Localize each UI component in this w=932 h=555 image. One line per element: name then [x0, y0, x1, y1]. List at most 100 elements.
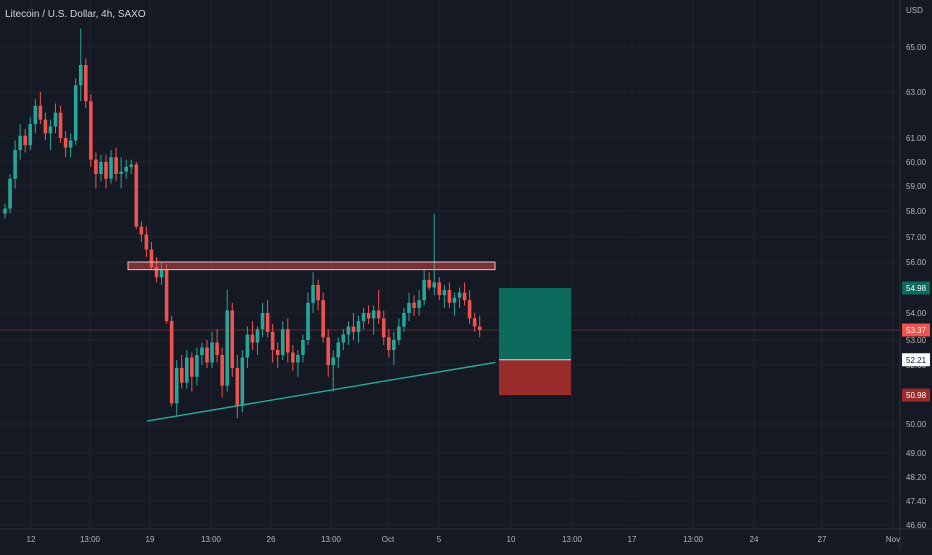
candle	[63, 131, 68, 158]
entry-price-tag: 52.21	[902, 353, 930, 367]
candle-body	[270, 331, 275, 350]
candle-body	[467, 300, 472, 319]
candle	[366, 305, 371, 324]
candle-body	[68, 140, 73, 148]
candle-body	[18, 135, 22, 150]
candle	[78, 28, 83, 102]
candle	[361, 307, 366, 330]
candle-body	[124, 166, 128, 172]
candle-body	[306, 302, 310, 340]
candle	[43, 112, 48, 141]
candle	[84, 58, 88, 109]
candle-body	[326, 337, 330, 365]
price-tick-label: 50.00	[906, 420, 927, 429]
candle-body	[351, 326, 356, 332]
candle	[311, 272, 315, 313]
candle	[13, 140, 17, 189]
candle	[417, 290, 421, 316]
candle-body	[195, 355, 199, 377]
price-tick-label: 46.60	[906, 521, 927, 530]
price-tick-label: 65.00	[906, 43, 927, 52]
candle	[306, 292, 310, 345]
candle	[28, 117, 33, 150]
candle-body	[392, 340, 396, 350]
candle-body	[316, 284, 320, 301]
candle-body	[230, 310, 235, 368]
candle-body	[215, 342, 219, 355]
time-tick-label: Oct	[382, 535, 395, 544]
candle	[336, 337, 341, 368]
candle-body	[311, 284, 315, 303]
candle	[381, 310, 386, 345]
candle-body	[13, 150, 17, 179]
candle	[210, 331, 214, 368]
candle-body	[84, 65, 88, 102]
position-loss-zone	[499, 359, 571, 396]
candle	[94, 152, 98, 189]
candle-body	[190, 357, 194, 377]
candle	[437, 277, 442, 301]
candle-body	[366, 313, 371, 319]
candle	[230, 302, 235, 377]
candle-body	[220, 355, 224, 386]
candle	[18, 124, 22, 160]
position-profit-zone	[499, 288, 571, 360]
candle-body	[159, 269, 164, 278]
candle	[402, 307, 406, 332]
stop-price-tag: 50.98	[902, 388, 930, 402]
candle-body	[260, 313, 265, 330]
price-tick-label: 63.00	[906, 88, 927, 97]
candle-body	[3, 208, 7, 214]
candle	[114, 147, 118, 182]
candle	[23, 128, 27, 153]
candle	[169, 315, 174, 407]
candle-body	[63, 138, 68, 148]
candle-body	[255, 329, 260, 343]
symbol-title[interactable]: Litecoin / U.S. Dollar, 4h, SAXO	[5, 9, 146, 20]
candle	[387, 329, 391, 358]
candle	[235, 355, 240, 419]
candle	[452, 292, 457, 316]
candle	[144, 226, 149, 257]
time-tick-label: 10	[507, 535, 516, 544]
price-tick-label: 59.00	[906, 182, 927, 191]
candle-body	[109, 157, 113, 179]
price-tick-label: 47.40	[906, 497, 927, 506]
candle	[341, 329, 346, 350]
time-tick-label: 26	[267, 535, 276, 544]
candle	[104, 154, 108, 189]
price-tick-label: 58.00	[906, 207, 927, 216]
entry-price-tag-text: 52.21	[906, 356, 927, 365]
candle-body	[402, 313, 406, 327]
candle-body	[99, 162, 103, 174]
candle-body	[58, 112, 63, 138]
price-tick-label: 60.00	[906, 158, 927, 167]
candle	[215, 329, 219, 363]
candle	[129, 159, 134, 174]
candle-body	[265, 313, 270, 332]
candle-body	[331, 357, 336, 365]
candle-body	[139, 226, 144, 235]
candle-body	[407, 302, 411, 313]
candle	[472, 313, 477, 332]
candle	[321, 292, 325, 343]
time-tick-label: Nov	[886, 535, 900, 544]
candle	[260, 302, 265, 338]
time-axis[interactable]: 12 13:00 19 13:00 26 13:00 Oct 5 10 13:00 17 13:00 2…	[27, 535, 901, 544]
candle	[58, 105, 63, 143]
candle-body	[134, 164, 139, 227]
candle	[462, 282, 467, 306]
candle	[89, 94, 93, 167]
candle	[346, 321, 351, 345]
candle	[159, 262, 164, 285]
trendline	[146, 361, 496, 422]
candle-body	[417, 300, 421, 308]
price-axis[interactable]: USD 65.00 63.00 61.00 60.00 59.00 58.00 57.00 56…	[902, 6, 930, 530]
candle	[291, 345, 295, 371]
time-tick-label: 13:00	[201, 535, 222, 544]
candle	[185, 350, 189, 389]
candle-body	[341, 334, 346, 343]
candle-body	[457, 292, 462, 298]
